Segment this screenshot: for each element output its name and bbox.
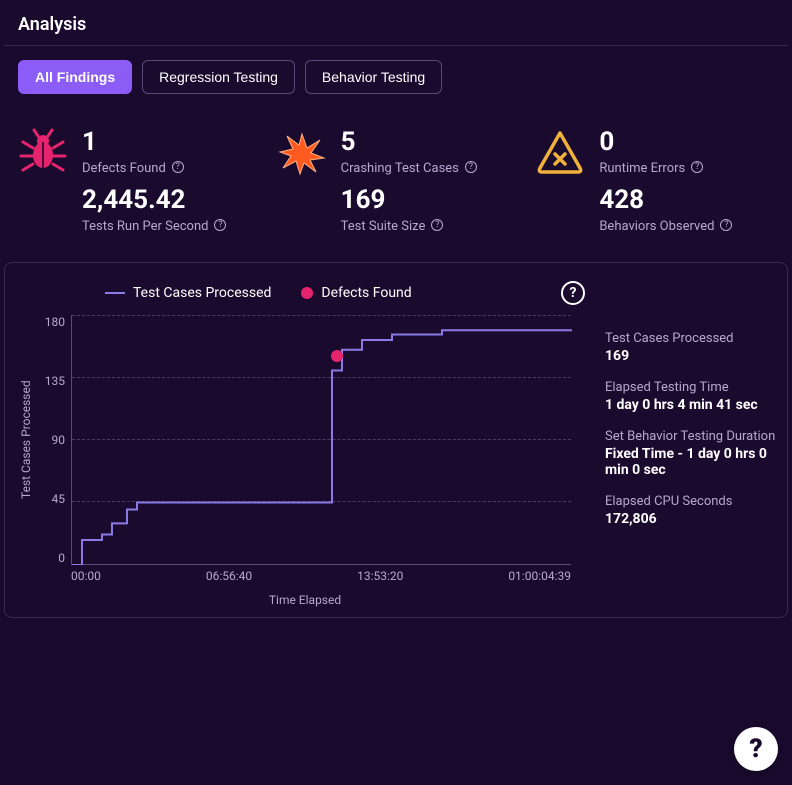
- legend-series2-label: Defects Found: [321, 285, 411, 301]
- side-stat-label: Elapsed CPU Seconds: [605, 494, 777, 509]
- defect-point[interactable]: [331, 350, 343, 362]
- stat-crashing-value: 5: [341, 128, 516, 157]
- stats-grid: 1 Defects Found ? 5 Crashing Test Cases …: [0, 108, 792, 244]
- stat-suite-label: Test Suite Size: [341, 219, 426, 234]
- stat-behaviors-value: 428: [599, 186, 774, 215]
- stat-defects-value: 1: [82, 128, 257, 157]
- stat-defects: 1 Defects Found ?: [18, 128, 257, 176]
- explosion-icon: [277, 128, 327, 176]
- chart-plot: [71, 315, 571, 565]
- side-stat-label: Elapsed Testing Time: [605, 380, 777, 395]
- stat-suite-value: 169: [341, 186, 516, 215]
- help-icon[interactable]: ?: [431, 219, 443, 231]
- side-stat: Elapsed Testing Time 1 day 0 hrs 4 min 4…: [605, 380, 777, 413]
- tab-regression-testing[interactable]: Regression Testing: [142, 60, 295, 94]
- legend-dot-swatch: [301, 287, 313, 299]
- warn-icon: [535, 128, 585, 176]
- side-stat-value: 172,806: [605, 511, 777, 527]
- chart-help-icon[interactable]: ?: [561, 281, 585, 305]
- x-tick: 00:00: [71, 569, 101, 583]
- stat-defects-label: Defects Found: [82, 161, 166, 176]
- bug-icon: [18, 128, 68, 176]
- x-tick: 13:53:20: [357, 569, 403, 583]
- legend-series1-label: Test Cases Processed: [133, 285, 271, 301]
- side-stat-label: Test Cases Processed: [605, 331, 777, 346]
- x-axis-label: Time Elapsed: [15, 593, 595, 607]
- tab-all-findings[interactable]: All Findings: [18, 60, 132, 94]
- side-stat-value: 169: [605, 348, 777, 364]
- tabs: All Findings Regression Testing Behavior…: [0, 46, 792, 108]
- stat-crashing: 5 Crashing Test Cases ?: [277, 128, 516, 176]
- help-icon[interactable]: ?: [172, 161, 184, 173]
- side-stat: Elapsed CPU Seconds 172,806: [605, 494, 777, 527]
- chart-side-stats: Test Cases Processed 169 Elapsed Testing…: [605, 281, 777, 607]
- help-icon[interactable]: ?: [691, 161, 703, 173]
- help-icon[interactable]: ?: [465, 161, 477, 173]
- chart-panel: Test Cases Processed Defects Found ? Tes…: [4, 262, 788, 618]
- x-tick: 06:56:40: [206, 569, 252, 583]
- stat-crashing-label: Crashing Test Cases: [341, 161, 459, 176]
- side-stat-label: Set Behavior Testing Duration: [605, 429, 777, 444]
- y-tick: 90: [37, 433, 65, 447]
- help-icon[interactable]: ?: [214, 219, 226, 231]
- chart-line: [72, 315, 572, 565]
- y-axis-label: Test Cases Processed: [15, 315, 37, 565]
- stat-behaviors-label: Behaviors Observed: [599, 219, 714, 234]
- x-ticks: 00:00 06:56:40 13:53:20 01:00:04:39: [71, 569, 571, 583]
- stat-tps-label: Tests Run Per Second: [82, 219, 208, 234]
- y-ticks: 180 135 90 45 0: [37, 315, 71, 565]
- help-fab[interactable]: ?: [734, 727, 778, 771]
- help-icon[interactable]: ?: [720, 219, 732, 231]
- stat-tps: 2,445.42 Tests Run Per Second ?: [18, 186, 257, 234]
- stat-behaviors: 428 Behaviors Observed ?: [535, 186, 774, 234]
- stat-runtime-value: 0: [599, 128, 774, 157]
- tab-behavior-testing[interactable]: Behavior Testing: [305, 60, 442, 94]
- stat-tps-value: 2,445.42: [82, 186, 257, 215]
- y-tick: 0: [37, 551, 65, 565]
- side-stat-value: 1 day 0 hrs 4 min 41 sec: [605, 397, 777, 413]
- side-stat: Set Behavior Testing Duration Fixed Time…: [605, 429, 777, 478]
- legend-series1: Test Cases Processed: [105, 285, 271, 301]
- chart-legend: Test Cases Processed Defects Found ?: [15, 281, 595, 315]
- stat-suite: 169 Test Suite Size ?: [277, 186, 516, 234]
- y-tick: 135: [37, 374, 65, 388]
- legend-line-swatch: [105, 292, 125, 294]
- stat-runtime: 0 Runtime Errors ?: [535, 128, 774, 176]
- side-stat-value: Fixed Time - 1 day 0 hrs 0 min 0 sec: [605, 446, 777, 478]
- side-stat: Test Cases Processed 169: [605, 331, 777, 364]
- x-tick: 01:00:04:39: [508, 569, 571, 583]
- y-tick: 45: [37, 492, 65, 506]
- page-title: Analysis: [0, 0, 792, 45]
- legend-series2: Defects Found: [301, 285, 411, 301]
- stat-runtime-label: Runtime Errors: [599, 161, 685, 176]
- chart-area: Test Cases Processed Defects Found ? Tes…: [15, 281, 595, 607]
- y-tick: 180: [37, 315, 65, 329]
